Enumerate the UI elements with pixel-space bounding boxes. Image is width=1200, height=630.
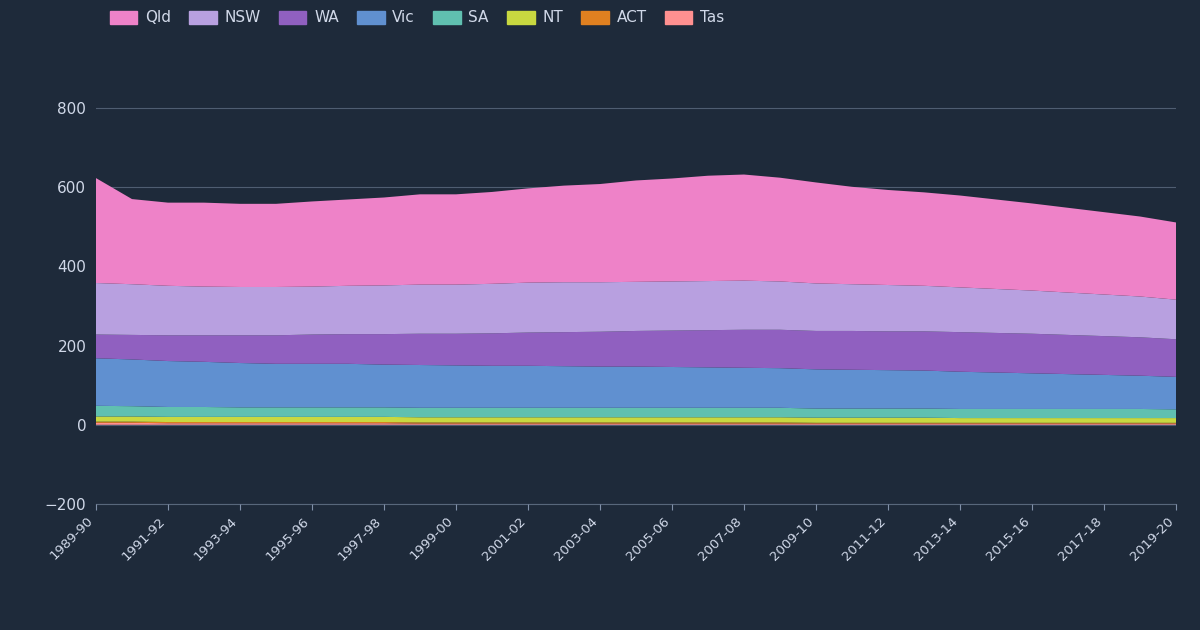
Legend: Qld, NSW, WA, Vic, SA, NT, ACT, Tas: Qld, NSW, WA, Vic, SA, NT, ACT, Tas [103, 4, 731, 32]
